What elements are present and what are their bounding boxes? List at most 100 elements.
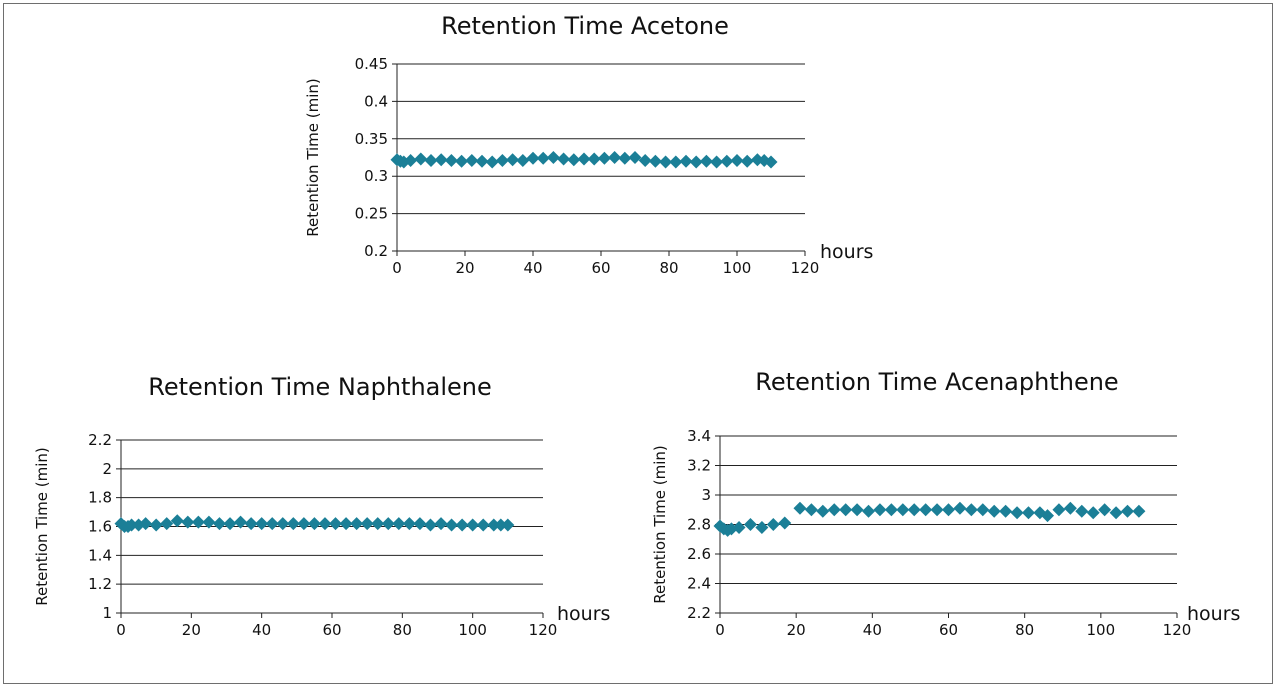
- data-point: [255, 517, 269, 531]
- data-point: [244, 517, 258, 531]
- x-tick-label: 60: [591, 259, 610, 277]
- data-point: [434, 153, 448, 167]
- data-point: [392, 517, 406, 531]
- data-point: [339, 517, 353, 531]
- data-point: [659, 155, 673, 169]
- data-point: [638, 153, 652, 167]
- data-point: [732, 520, 746, 534]
- data-point: [466, 518, 480, 532]
- data-point: [160, 517, 174, 531]
- figure-frame: [3, 3, 1273, 684]
- y-tick-label: 2.2: [88, 431, 112, 449]
- data-point: [465, 153, 479, 167]
- data-point: [778, 516, 792, 530]
- data-point: [1132, 504, 1146, 518]
- x-tick-label: 40: [863, 621, 882, 639]
- data-point: [743, 518, 757, 531]
- data-point: [297, 517, 311, 531]
- y-tick-label: 2.6: [687, 545, 711, 563]
- data-point: [628, 151, 642, 164]
- data-point: [191, 515, 205, 529]
- data-point: [608, 151, 622, 164]
- data-point: [1052, 503, 1066, 517]
- data-point: [181, 515, 195, 529]
- data-point: [884, 503, 898, 517]
- data-point: [265, 517, 279, 531]
- x-tick-label: 0: [116, 621, 126, 639]
- data-point: [307, 517, 321, 531]
- y-tick-label: 0.4: [364, 92, 388, 110]
- data-point: [618, 151, 632, 165]
- data-point: [816, 504, 830, 518]
- data-point: [506, 153, 520, 167]
- data-point: [404, 153, 418, 167]
- data-point: [424, 153, 438, 167]
- chart-acenaphthene: Retention Time Acenaphthene 2.2 2.4 2.6 2.8 3…: [651, 368, 1240, 639]
- data-point: [567, 153, 581, 167]
- data-point: [862, 504, 876, 518]
- x-tick-label: 120: [791, 259, 820, 277]
- data-point: [839, 503, 853, 517]
- data-point: [1098, 503, 1112, 517]
- x-axis-label: hours: [1187, 603, 1240, 625]
- data-point: [381, 517, 395, 531]
- data-point: [766, 518, 780, 531]
- y-tick-label: 2.2: [687, 604, 711, 622]
- data-point: [648, 154, 662, 168]
- y-tick-label: 0.25: [355, 205, 388, 223]
- chart-acetone: Retention Time Acetone 0.2 0.25 0.3 0.35 0.4 0…: [304, 12, 873, 277]
- data-point: [149, 518, 163, 532]
- data-point: [476, 518, 490, 532]
- data-point: [494, 518, 508, 532]
- data-point: [557, 152, 571, 166]
- data-point: [501, 518, 515, 532]
- y-tick-label: 3: [701, 486, 711, 504]
- data-point: [953, 501, 967, 515]
- data-point: [434, 517, 448, 531]
- x-tick-label: 100: [1087, 621, 1116, 639]
- data-point: [730, 153, 744, 167]
- x-tick-label: 40: [523, 259, 542, 277]
- data-point: [445, 518, 459, 532]
- data-point: [1010, 506, 1024, 520]
- data-point: [679, 154, 693, 168]
- y-axis-label: Retention Time (min): [33, 447, 51, 606]
- data-point: [930, 503, 944, 517]
- data-point: [329, 517, 343, 531]
- data-point: [793, 501, 807, 515]
- data-point: [546, 151, 560, 164]
- x-tick-label: 40: [252, 621, 271, 639]
- data-point: [423, 518, 437, 532]
- data-point: [414, 152, 428, 166]
- data-point: [740, 154, 754, 168]
- data-point: [475, 154, 489, 168]
- chart-naphthalene: Retention Time Naphthalene 1 1.2 1.4 1.6 1.8 2…: [33, 373, 610, 639]
- data-point: [526, 151, 540, 165]
- x-axis-label: hours: [557, 603, 610, 625]
- x-tick-label: 100: [458, 621, 487, 639]
- data-point: [699, 154, 713, 168]
- data-point: [976, 503, 990, 517]
- data-point: [234, 515, 248, 529]
- data-point: [371, 517, 385, 531]
- y-tick-label: 1.2: [88, 575, 112, 593]
- x-tick-label: 120: [529, 621, 558, 639]
- data-point: [1021, 506, 1035, 520]
- chart-title: Retention Time Naphthalene: [148, 373, 492, 401]
- y-axis-label: Retention Time (min): [304, 78, 322, 237]
- x-tick-label: 100: [723, 259, 752, 277]
- data-point: [597, 151, 611, 165]
- y-tick-label: 3.2: [687, 457, 711, 475]
- data-point: [689, 155, 703, 169]
- data-point: [827, 503, 841, 517]
- y-tick-label: 1.4: [88, 546, 112, 564]
- y-tick-label: 2.8: [687, 516, 711, 534]
- x-tick-label: 80: [393, 621, 412, 639]
- data-point: [710, 155, 724, 169]
- data-point: [942, 503, 955, 517]
- x-tick-label: 20: [182, 621, 201, 639]
- y-tick-label: 0.35: [355, 130, 388, 148]
- data-point: [669, 155, 683, 169]
- y-tick-label: 2.4: [687, 575, 711, 593]
